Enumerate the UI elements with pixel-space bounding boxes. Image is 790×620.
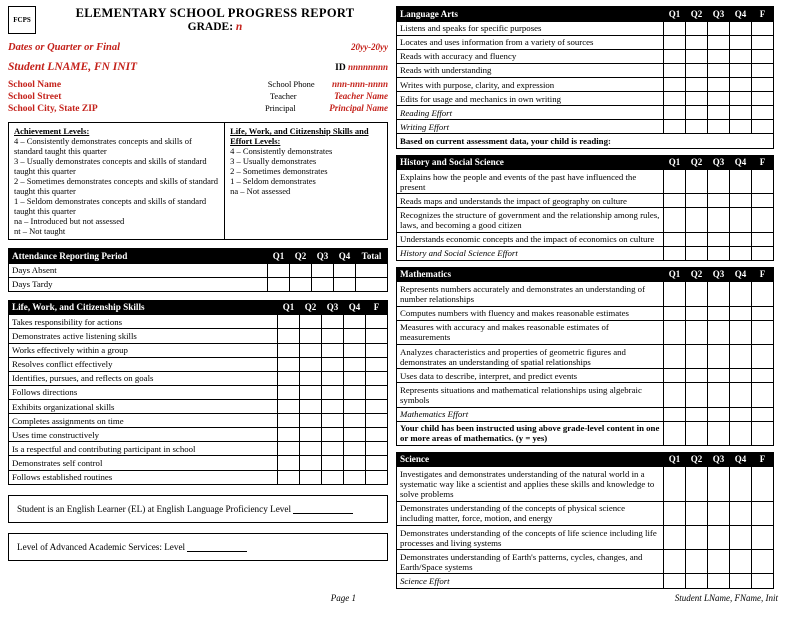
table-row: Mathematics Effort [397,407,774,421]
table-row: Uses time constructively [9,428,388,442]
table-row: Your child has been instructed using abo… [397,421,774,445]
table-row: Works effectively within a group [9,343,388,357]
table-row: Reads maps and understands the impact of… [397,194,774,208]
table-row: Is a respectful and contributing partici… [9,442,388,456]
student-id: ID nnnnnnnn [335,62,388,73]
table-row: Exhibits organizational skills [9,400,388,414]
table-row: Science Effort [397,574,774,588]
table-row: Explains how the people and events of th… [397,170,774,194]
aas-note: Level of Advanced Academic Services: Lev… [8,533,388,561]
table-row: Demonstrates self control [9,456,388,470]
table-row: Demonstrates understanding of the concep… [397,526,774,550]
table-row: Uses data to describe, interpret, and pr… [397,369,774,383]
page-footer: Page 1 Student LName, FName, Init [0,591,790,603]
table-row: Recognizes the structure of government a… [397,208,774,232]
table-row: Days Absent [9,263,388,277]
school-year: 20yy-20yy [351,42,388,52]
table-row: Demonstrates understanding of Earth's pa… [397,550,774,574]
el-note: Student is an English Learner (EL) at En… [8,495,388,523]
table-row: Listens and speaks for specific purposes [397,21,774,35]
principal: Principal Principal Name [265,103,388,113]
school-phone: School Phone nnn-nnn-nnnn [268,79,388,89]
table-row: Follows established routines [9,470,388,484]
table-row: Reading Effort [397,106,774,120]
language-arts-table: Language ArtsQ1Q2Q3Q4F Listens and speak… [396,6,774,149]
grade-line: GRADE: n [42,21,388,33]
table-row: Follows directions [9,385,388,399]
report-title: ELEMENTARY SCHOOL PROGRESS REPORT [42,6,388,21]
student-name: Student LNAME, FN INIT [8,61,137,73]
table-row: Days Tardy [9,277,388,291]
table-row: Measures with accuracy and makes reasona… [397,320,774,344]
table-row: Reads with accuracy and fluency [397,49,774,63]
teacher: Teacher Teacher Name [270,91,388,101]
table-row: Demonstrates understanding of the concep… [397,501,774,525]
report-header: FCPS ELEMENTARY SCHOOL PROGRESS REPORT G… [8,6,388,34]
table-row: Locates and uses information from a vari… [397,35,774,49]
table-row: Reads with understanding [397,63,774,77]
table-row: Computes numbers with fluency and makes … [397,306,774,320]
table-row: Edits for usage and mechanics in own wri… [397,92,774,106]
table-row: Represents numbers accurately and demons… [397,282,774,306]
citizenship-table: Life, Work, and Citizenship Skills Q1Q2Q… [8,300,388,485]
dates-label: Dates or Quarter or Final [8,42,120,53]
table-row: Resolves conflict effectively [9,357,388,371]
table-row: Demonstrates active listening skills [9,329,388,343]
history-table: History and Social ScienceQ1Q2Q3Q4F Expl… [396,155,774,261]
table-row: Investigates and demonstrates understand… [397,467,774,501]
table-row: Takes responsibility for actions [9,315,388,329]
table-row: History and Social Science Effort [397,246,774,260]
math-table: MathematicsQ1Q2Q3Q4F Represents numbers … [396,267,774,446]
school-csz: School City, State ZIP [8,104,98,114]
table-row: Analyzes characteristics and properties … [397,345,774,369]
table-row: Identifies, pursues, and reflects on goa… [9,371,388,385]
attendance-table: Attendance Reporting Period Q1Q2Q3Q4Tota… [8,248,388,292]
table-row: Writes with purpose, clarity, and expres… [397,78,774,92]
levels-legend: Achievement Levels: 4 – Consistently dem… [8,122,388,240]
school-name: School Name [8,80,61,90]
fcps-logo: FCPS [8,6,36,34]
table-row: Understands economic concepts and the im… [397,232,774,246]
science-table: ScienceQ1Q2Q3Q4F Investigates and demons… [396,452,774,589]
table-row: Completes assignments on time [9,414,388,428]
table-row: Represents situations and mathematical r… [397,383,774,407]
table-row: Based on current assessment data, your c… [397,134,774,148]
table-row: Writing Effort [397,120,774,134]
school-street: School Street [8,92,61,102]
